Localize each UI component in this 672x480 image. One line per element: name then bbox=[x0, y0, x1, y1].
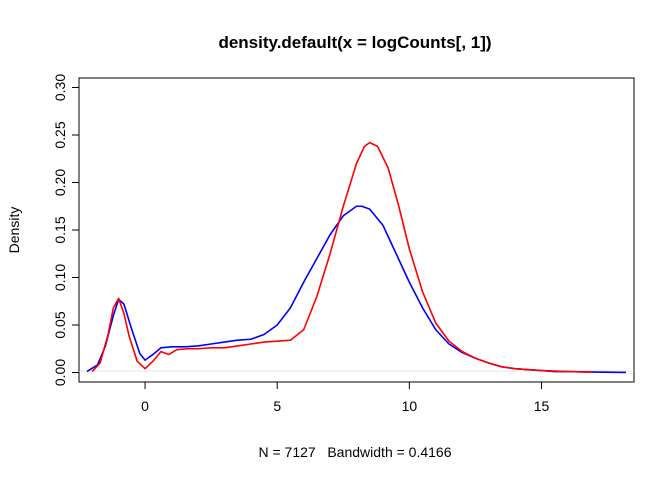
x-tick-label: 0 bbox=[141, 398, 149, 414]
y-tick-label: 0.10 bbox=[52, 264, 68, 291]
y-tick-label: 0.15 bbox=[52, 216, 68, 243]
density-line-2 bbox=[91, 141, 592, 374]
y-tick-label: 0.30 bbox=[52, 74, 68, 101]
x-tick-label: 5 bbox=[273, 398, 281, 414]
x-axis: 0 5 10 15 bbox=[141, 381, 550, 414]
y-axis: 0.00 0.05 0.10 0.15 0.20 0.25 0.30 bbox=[52, 74, 80, 386]
plot-frame bbox=[78, 77, 635, 383]
x-tick-label: 10 bbox=[402, 398, 418, 414]
y-tick-label: 0.05 bbox=[52, 311, 68, 338]
plot-area bbox=[78, 77, 635, 383]
y-tick-label: 0.25 bbox=[52, 121, 68, 148]
density-line-1 bbox=[86, 205, 627, 374]
series-layer bbox=[86, 141, 627, 374]
x-axis-label: N = 7127 Bandwidth = 0.4166 bbox=[258, 444, 451, 460]
x-tick-label: 15 bbox=[534, 398, 550, 414]
y-tick-label: 0.20 bbox=[52, 169, 68, 196]
chart-title: density.default(x = logCounts[, 1]) bbox=[218, 33, 491, 52]
y-tick-label: 0.00 bbox=[52, 359, 68, 386]
y-axis-label: Density bbox=[6, 207, 22, 254]
